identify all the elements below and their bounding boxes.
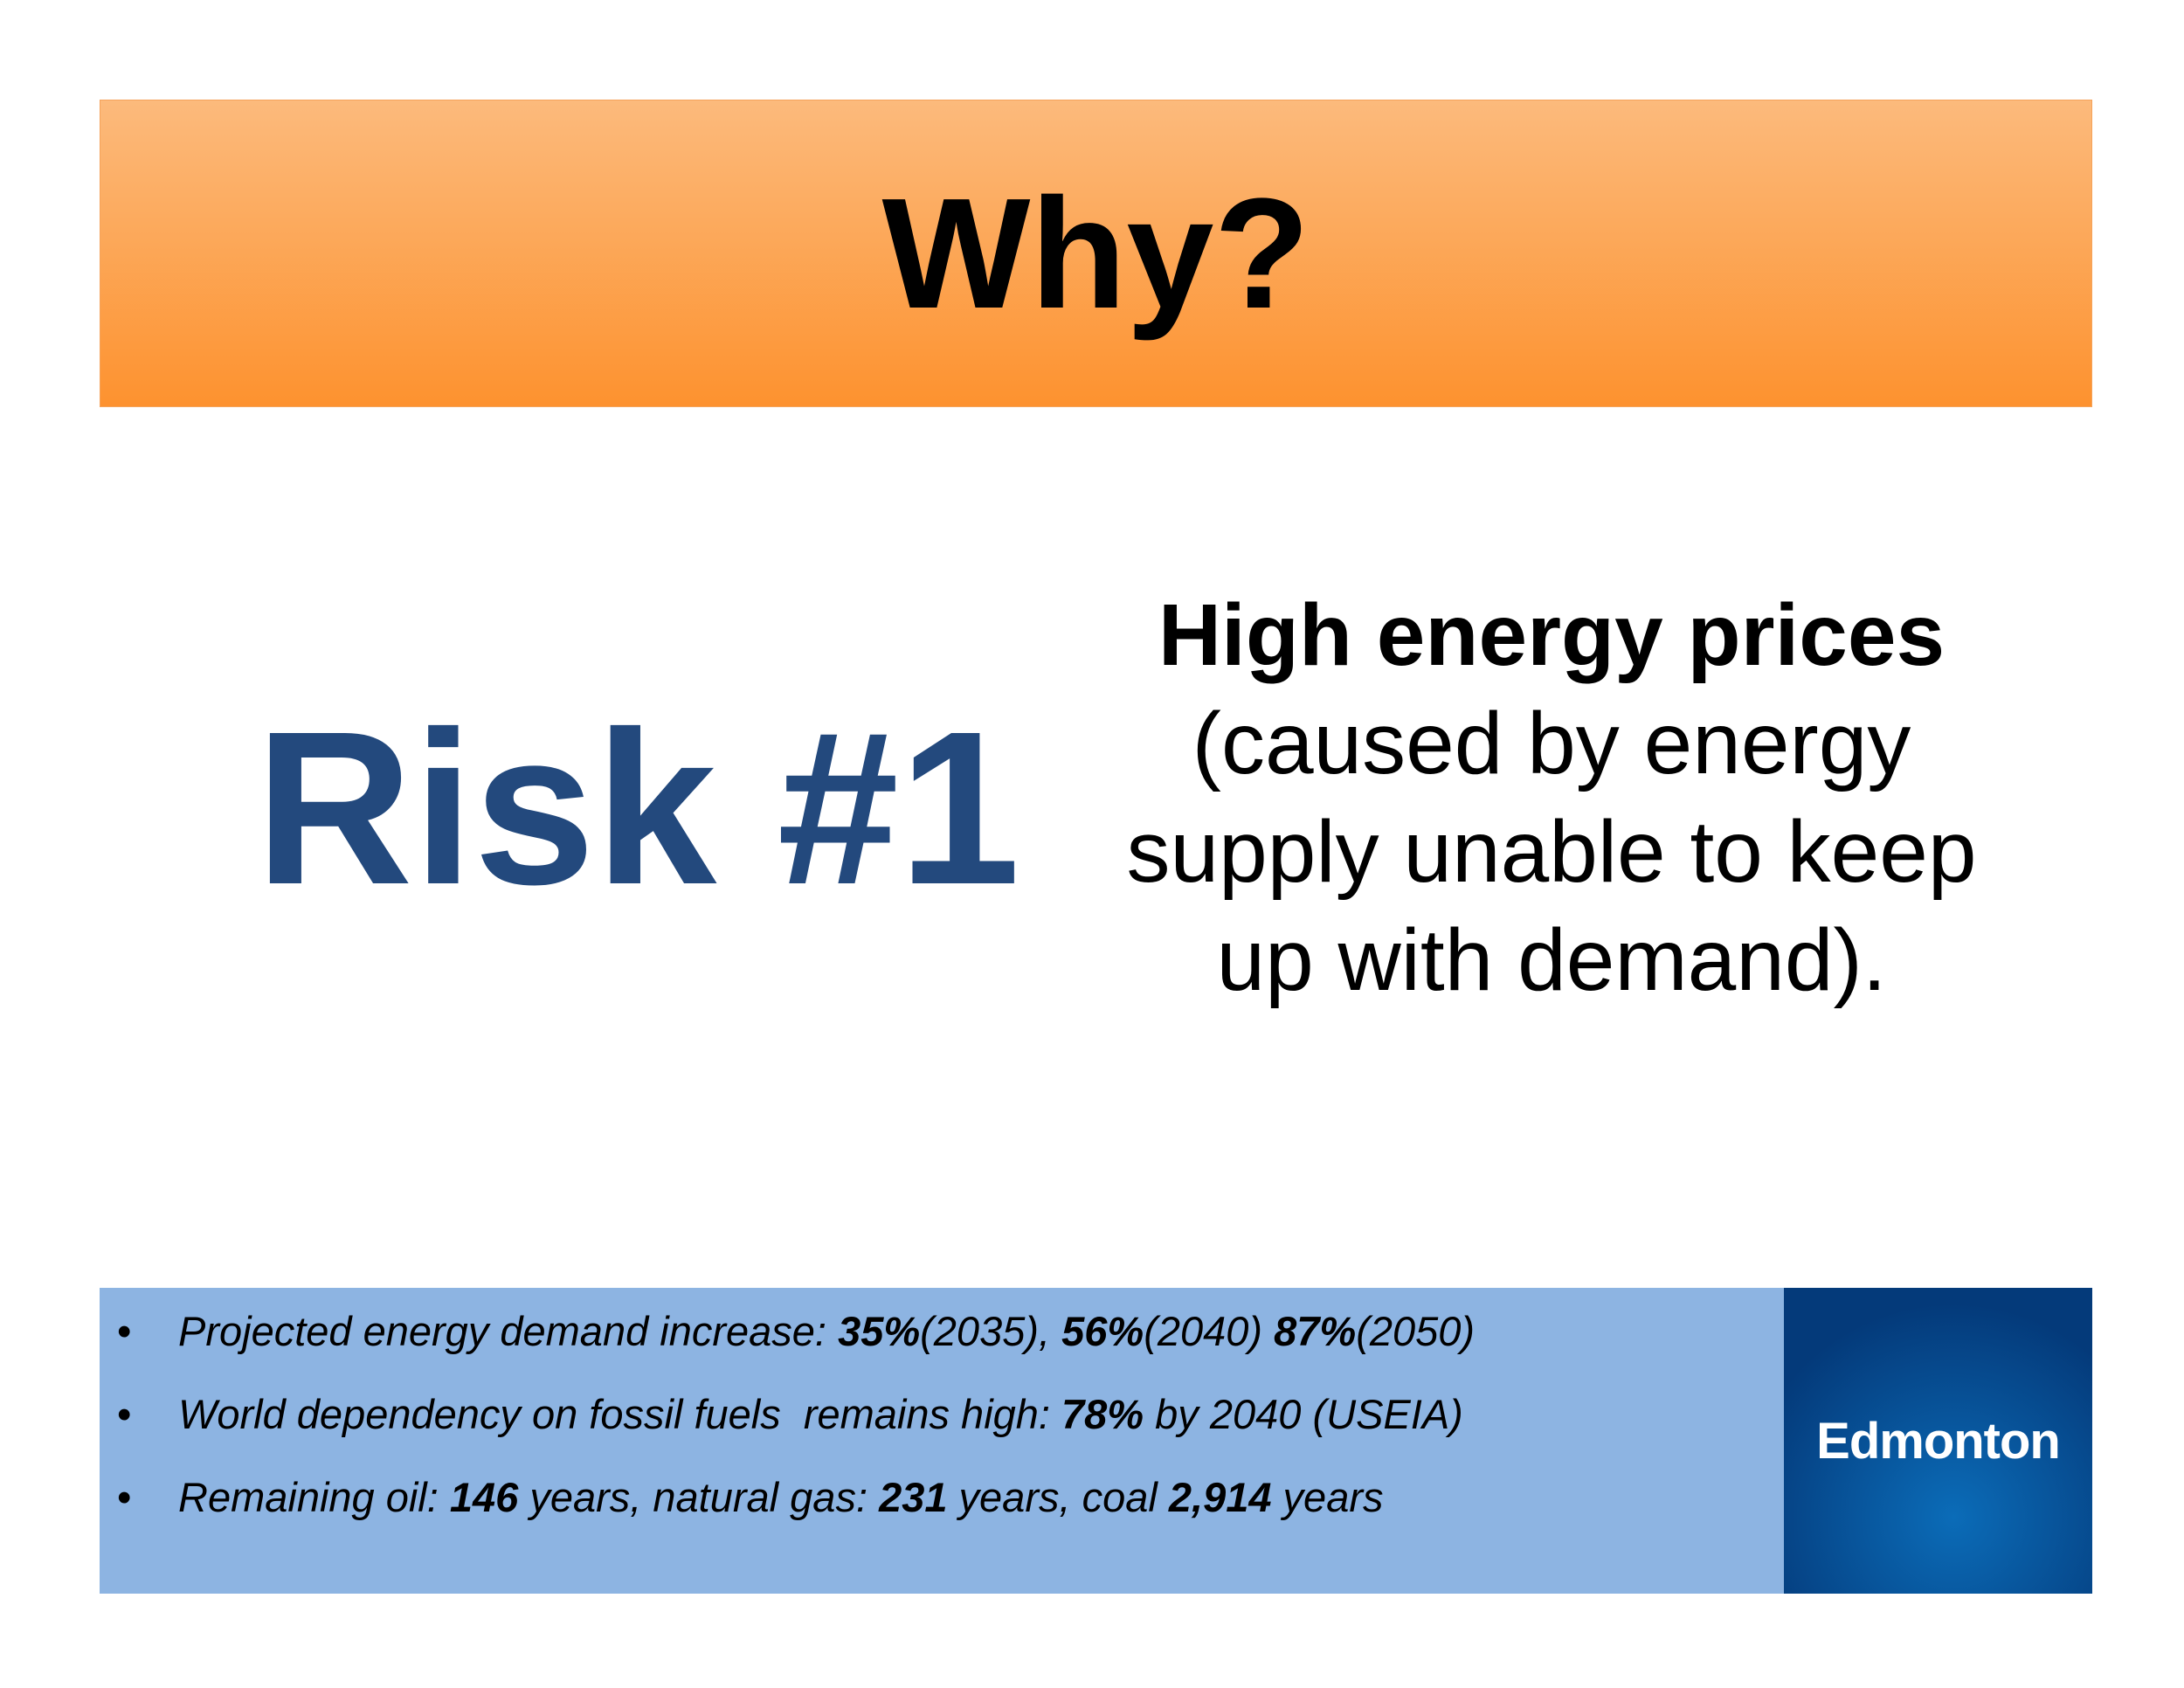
bullet: • Remaining oil: 146 years, natural gas: … bbox=[117, 1473, 1384, 1521]
bullet-text: 35% bbox=[838, 1308, 921, 1354]
logo-text: Edmonton bbox=[1816, 1412, 2061, 1470]
bullet-text: (2040) bbox=[1144, 1308, 1275, 1354]
bullet-dot: • bbox=[117, 1474, 132, 1520]
bullet-text: 87% bbox=[1274, 1308, 1357, 1354]
bullet-text: years, coal bbox=[947, 1474, 1169, 1520]
bullet-text: by 2040 (USEIA) bbox=[1144, 1391, 1463, 1437]
description-line: supply unable to keep bbox=[1126, 803, 1977, 901]
description-line: (caused by energy bbox=[1192, 695, 1911, 792]
bullet-text: years, natural gas: bbox=[518, 1474, 880, 1520]
bullet-text: 2,914 bbox=[1168, 1474, 1272, 1520]
description: High energy prices (caused by energy supp… bbox=[1071, 581, 2032, 1014]
bullet-text: 56% bbox=[1061, 1308, 1144, 1354]
risk-label: Risk #1 bbox=[255, 686, 1020, 930]
bullet-text: years bbox=[1271, 1474, 1384, 1520]
bullet-dot: • bbox=[117, 1308, 132, 1354]
bullet-dot: • bbox=[117, 1391, 132, 1437]
bullet: • World dependency on fossil fuels remain… bbox=[117, 1390, 1463, 1438]
bullet-text: World dependency on fossil fuels remains… bbox=[178, 1391, 1062, 1437]
title: Why? bbox=[881, 165, 1310, 342]
header-bar: Why? bbox=[100, 100, 2092, 407]
description-heading: High energy prices bbox=[1158, 586, 1946, 684]
bullet-text: 146 bbox=[449, 1474, 519, 1520]
facts-box: • Projected energy demand increase: 35%(2… bbox=[100, 1288, 1784, 1594]
bullet: • Projected energy demand increase: 35%(2… bbox=[117, 1307, 1475, 1355]
bullet-text: Remaining oil: bbox=[178, 1474, 450, 1520]
bullet-text: 78% bbox=[1061, 1391, 1144, 1437]
bullet-text: Projected energy demand increase: bbox=[178, 1308, 839, 1354]
bullet-text: (2050) bbox=[1356, 1308, 1476, 1354]
bullet-text: 231 bbox=[879, 1474, 948, 1520]
description-line: up with demand). bbox=[1216, 911, 1887, 1009]
logo: Edmonton bbox=[1784, 1288, 2092, 1594]
bullet-text: (2035), bbox=[920, 1308, 1062, 1354]
